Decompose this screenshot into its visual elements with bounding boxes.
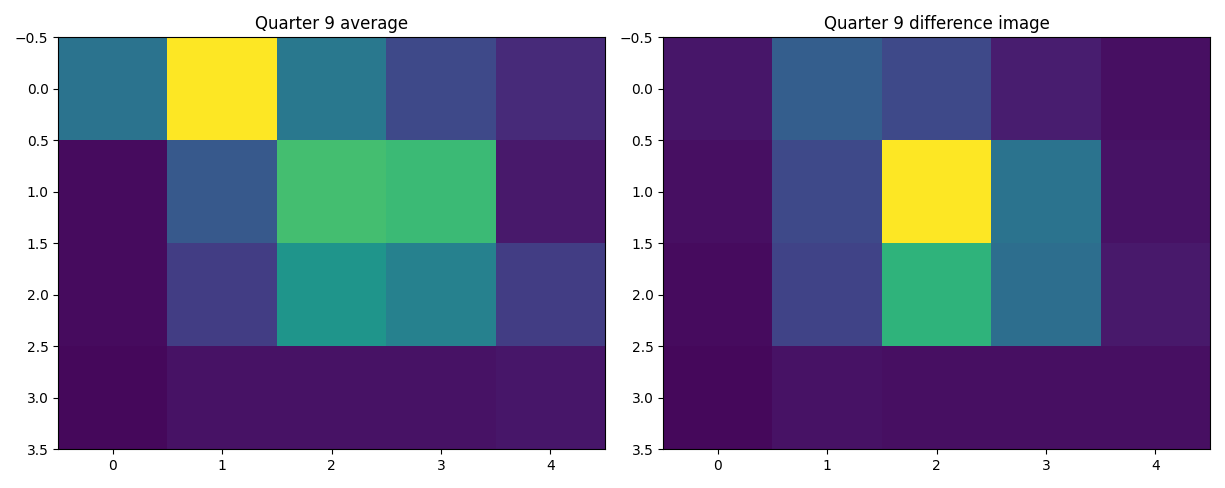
Title: Quarter 9 difference image: Quarter 9 difference image <box>823 15 1050 33</box>
Title: Quarter 9 average: Quarter 9 average <box>255 15 408 33</box>
